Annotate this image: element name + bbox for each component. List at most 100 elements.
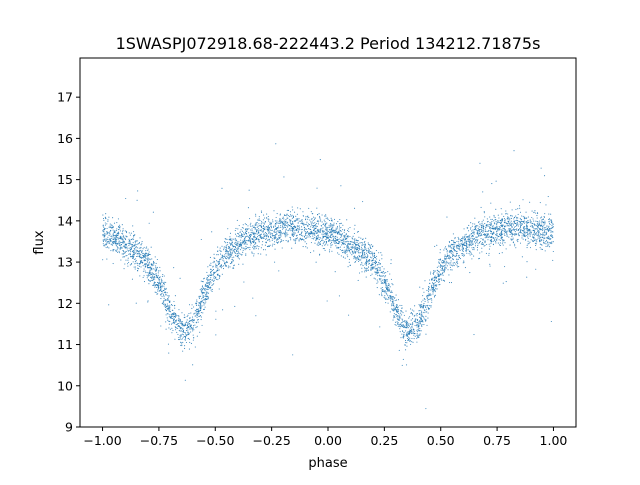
data-point [224,257,226,259]
data-point [292,209,294,211]
data-point [199,331,201,333]
data-point [414,333,416,335]
data-point [532,218,534,220]
data-point [435,279,438,282]
data-point [222,257,224,259]
data-point [419,334,421,336]
data-point [356,242,358,244]
data-point [141,257,143,259]
data-point [476,241,478,243]
data-point [157,272,159,274]
data-point [550,230,552,232]
data-point [163,285,165,287]
data-point [427,307,430,309]
data-point [107,236,109,238]
data-point [345,249,347,251]
data-point [457,245,460,247]
data-point [248,239,250,241]
data-point [433,283,435,285]
data-point [366,250,368,252]
data-point [374,257,376,259]
data-point [182,334,185,336]
data-point [260,227,262,229]
data-point [330,240,332,242]
data-point [117,238,119,240]
data-point [425,315,427,317]
data-point [206,280,208,282]
data-point [103,229,105,231]
data-point [132,261,134,263]
data-point [213,261,216,263]
data-point [159,270,161,272]
data-point [139,237,141,239]
data-point [245,235,247,237]
data-point [156,293,158,295]
data-point [299,208,301,210]
data-point [351,237,353,239]
data-point [192,319,195,322]
data-point [275,239,277,241]
data-point [452,262,454,264]
data-point [336,228,338,230]
data-point [281,240,283,242]
data-point [406,327,408,329]
data-point [360,237,362,239]
data-point [300,222,302,224]
data-point [441,261,443,263]
data-point [435,285,438,287]
data-point [235,251,237,253]
data-point [256,230,258,233]
data-point [283,227,285,229]
data-point [361,255,363,257]
data-point [529,201,531,203]
data-point [401,304,403,307]
data-point [319,243,321,246]
data-point [192,364,194,366]
data-point [347,245,349,247]
data-point [482,219,484,221]
data-point [114,238,116,240]
data-point [514,245,516,247]
data-point [474,245,476,247]
data-point [200,319,202,321]
data-point [212,269,215,271]
data-point [242,227,244,229]
data-point [270,236,272,238]
data-point [343,239,345,241]
data-point [338,225,341,227]
data-point [378,269,380,271]
data-point [240,235,242,237]
data-point [166,292,168,294]
data-point [270,229,272,232]
data-point [513,233,515,235]
data-point [259,236,261,238]
data-point [111,226,113,228]
data-point [517,217,519,219]
data-point [253,255,255,257]
data-point [446,260,448,262]
data-point [410,312,412,314]
data-point [180,327,182,329]
data-point [273,241,276,243]
data-point [158,279,160,281]
data-point [148,261,151,263]
data-point [547,195,549,198]
data-point [136,255,138,258]
data-point [364,244,366,246]
data-point [477,239,479,241]
data-point [213,279,215,281]
data-point [312,222,314,224]
data-point [165,306,167,308]
data-point [156,258,158,261]
data-point [476,249,479,251]
data-point [416,315,418,317]
data-point [418,313,420,316]
data-point [409,339,411,342]
data-point [494,217,496,219]
data-point [158,283,160,285]
data-point [431,279,433,281]
data-point [216,254,218,256]
data-point [539,247,541,249]
data-point [181,345,183,347]
data-point [144,256,146,258]
